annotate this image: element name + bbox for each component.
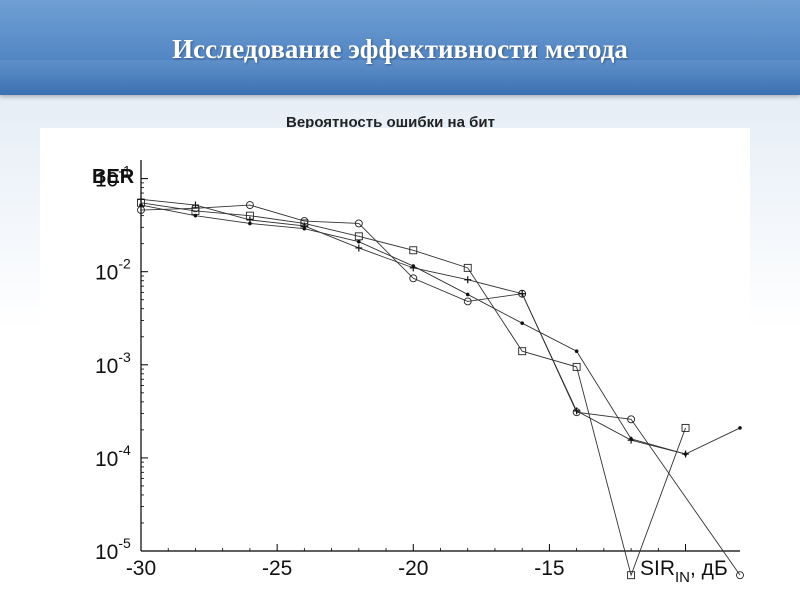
data-point-plus (518, 290, 526, 298)
series-line (140, 204, 741, 455)
x-axis-label: SIRIN, дБ (640, 557, 728, 586)
y-tick-label: 10-3 (95, 349, 131, 378)
y-tick-label: 10-2 (95, 256, 131, 285)
data-point-square (409, 246, 418, 255)
data-point-dot (139, 203, 143, 207)
data-point-plus (137, 195, 145, 203)
series-line (140, 204, 741, 576)
title-band (0, 0, 800, 95)
y-tick-label: 10-5 (95, 535, 131, 564)
data-point-plus (464, 276, 472, 284)
y-axis-label: BER (92, 166, 135, 188)
data-point-dot (357, 239, 361, 244)
series-line (140, 202, 686, 577)
y-tick-label: 10-4 (95, 442, 131, 471)
data-point-dot (302, 226, 307, 231)
data-point-dot (574, 349, 579, 354)
data-point-circle (627, 415, 636, 424)
x-tick-label: -25 (262, 557, 292, 580)
data-point-circle (736, 571, 744, 580)
chart-title: Вероятность ошибки на бит (286, 114, 495, 131)
data-point-square (518, 347, 527, 356)
data-point-dot (683, 452, 688, 456)
data-point-dot (248, 221, 252, 226)
data-point-square (463, 263, 472, 272)
data-point-square (627, 571, 636, 580)
data-point-dot (738, 426, 742, 430)
slide-title: Исследование эффективности метода (172, 34, 628, 64)
data-point-plus (191, 201, 199, 209)
y-tick-label: 10-1 (95, 163, 131, 192)
data-point-square (572, 362, 581, 371)
data-point-circle (463, 297, 472, 306)
data-point-plus (355, 244, 363, 252)
data-point-circle (354, 219, 363, 228)
data-point-dot (520, 321, 524, 325)
data-point-dot (465, 292, 470, 297)
plot-panel (40, 128, 750, 600)
x-tick-label: -15 (534, 557, 564, 580)
x-tick-label: -30 (126, 557, 156, 580)
data-point-circle (245, 201, 254, 210)
x-tick-label: -20 (398, 557, 428, 580)
data-point-dot (411, 264, 416, 268)
data-point-square (681, 423, 690, 432)
data-point-square (354, 232, 363, 241)
data-point-dot (193, 213, 198, 218)
data-point-plus (573, 407, 581, 415)
data-point-dot (629, 437, 633, 441)
data-point-circle (409, 274, 418, 283)
